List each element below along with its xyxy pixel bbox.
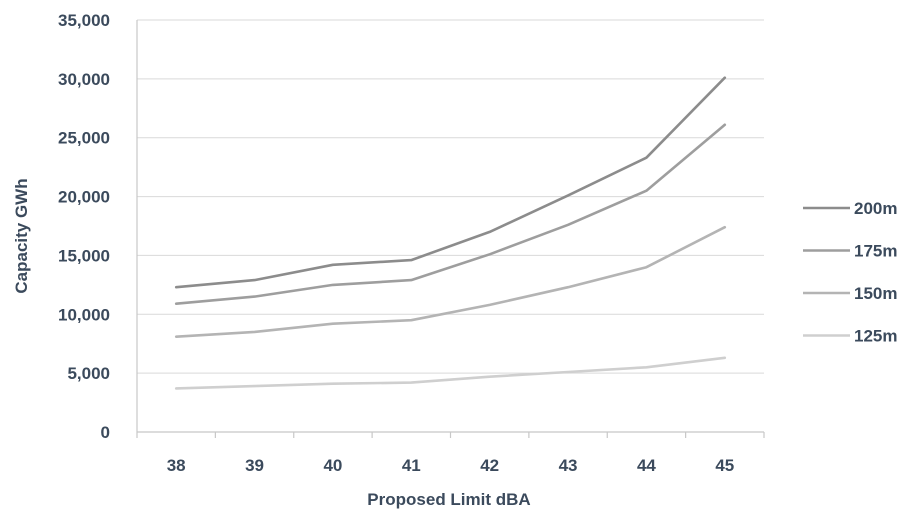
axes [136, 20, 765, 438]
y-tick-label: 25,000 [58, 129, 110, 148]
series-line-150m [174, 225, 727, 339]
y-axis-title: Capacity GWh [12, 178, 31, 293]
x-tick-label: 42 [480, 456, 499, 475]
y-tick-label: 5,000 [67, 364, 110, 383]
x-tick-label: 38 [167, 456, 186, 475]
x-tick-label: 44 [637, 456, 656, 475]
series-line-125m [174, 356, 727, 390]
x-tick-label: 40 [323, 456, 342, 475]
x-tick-label: 43 [559, 456, 578, 475]
legend-label: 125m [854, 327, 897, 346]
y-tick-label: 20,000 [58, 188, 110, 207]
legend-label: 200m [854, 199, 897, 218]
x-axis-title: Proposed Limit dBA [367, 490, 530, 509]
x-tick-label: 41 [402, 456, 421, 475]
legend-label: 175m [854, 242, 897, 261]
y-tick-label: 0 [101, 423, 110, 442]
x-tick-label: 45 [715, 456, 734, 475]
series-lines [174, 76, 727, 390]
legend-label: 150m [854, 284, 897, 303]
series-line-200m [174, 76, 727, 289]
gridlines [137, 19, 764, 374]
y-tick-label: 30,000 [58, 70, 110, 89]
x-tick-label: 39 [245, 456, 264, 475]
legend: 200m 175m 150m 125m [803, 199, 897, 346]
y-tick-label: 35,000 [58, 11, 110, 30]
tick-labels: 0 5,000 10,000 15,000 20,000 25,000 30,000 35,0… [58, 11, 734, 475]
series-line-175m [174, 123, 727, 306]
y-tick-label: 10,000 [58, 305, 110, 324]
y-tick-label: 15,000 [58, 246, 110, 265]
